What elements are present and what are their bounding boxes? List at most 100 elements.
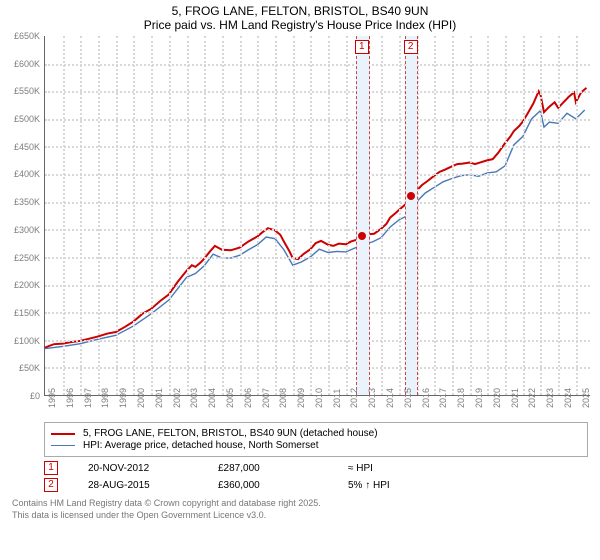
x-tick-label: 2005 — [225, 388, 235, 408]
grid-line-v — [399, 36, 401, 395]
x-tick-label: 2017 — [438, 388, 448, 408]
x-tick-label: 2008 — [278, 388, 288, 408]
sales-table: 120-NOV-2012£287,000≈ HPI228-AUG-2015£36… — [44, 461, 588, 492]
x-tick-label: 1998 — [100, 388, 110, 408]
sale-row: 120-NOV-2012£287,000≈ HPI — [44, 461, 588, 475]
grid-line-h — [45, 91, 590, 93]
sale-delta: ≈ HPI — [348, 463, 448, 474]
y-tick-label: £150K — [14, 308, 40, 318]
x-axis: 1995199619971998199920002001200220032004… — [44, 396, 590, 416]
footer-line-1: Contains HM Land Registry data © Crown c… — [12, 498, 588, 510]
sale-marker-band — [356, 36, 370, 395]
grid-line-h — [45, 119, 590, 121]
x-tick-label: 2023 — [545, 388, 555, 408]
sale-row: 228-AUG-2015£360,0005% ↑ HPI — [44, 478, 588, 492]
y-tick-label: £650K — [14, 31, 40, 41]
y-tick-label: £0 — [30, 391, 40, 401]
grid-line-h — [45, 312, 590, 314]
grid-line-v — [257, 36, 259, 395]
grid-line-v — [505, 36, 507, 395]
grid-line-v — [523, 36, 525, 395]
sale-row-tag: 1 — [44, 461, 58, 475]
grid-line-h — [45, 174, 590, 176]
grid-line-v — [187, 36, 189, 395]
x-tick-label: 2021 — [510, 388, 520, 408]
page-title-address: 5, FROG LANE, FELTON, BRISTOL, BS40 9UN — [4, 4, 596, 18]
y-tick-label: £250K — [14, 253, 40, 263]
x-tick-label: 1996 — [65, 388, 75, 408]
sale-marker-tag: 1 — [355, 40, 369, 54]
grid-line-v — [116, 36, 118, 395]
grid-line-v — [222, 36, 224, 395]
grid-line-v — [240, 36, 242, 395]
legend-row: HPI: Average price, detached house, Nort… — [51, 440, 581, 451]
y-tick-label: £550K — [14, 86, 40, 96]
grid-line-v — [487, 36, 489, 395]
grid-line-v — [204, 36, 206, 395]
grid-line-v — [558, 36, 560, 395]
grid-line-v — [275, 36, 277, 395]
y-tick-label: £600K — [14, 59, 40, 69]
x-tick-label: 2000 — [136, 388, 146, 408]
grid-line-h — [45, 340, 590, 342]
y-tick-label: £200K — [14, 280, 40, 290]
grid-line-v — [151, 36, 153, 395]
grid-line-v — [310, 36, 312, 395]
grid-line-v — [470, 36, 472, 395]
x-tick-label: 2015 — [403, 388, 413, 408]
grid-line-v — [328, 36, 330, 395]
grid-line-v — [381, 36, 383, 395]
grid-line-v — [576, 36, 578, 395]
x-tick-label: 2020 — [492, 388, 502, 408]
grid-line-v — [169, 36, 171, 395]
sale-price: £360,000 — [218, 480, 318, 491]
y-tick-label: £500K — [14, 114, 40, 124]
legend-row: 5, FROG LANE, FELTON, BRISTOL, BS40 9UN … — [51, 428, 581, 439]
footer-attribution: Contains HM Land Registry data © Crown c… — [12, 498, 588, 521]
grid-line-v — [63, 36, 65, 395]
grid-line-v — [293, 36, 295, 395]
x-tick-label: 2024 — [563, 388, 573, 408]
grid-line-h — [45, 229, 590, 231]
y-tick-label: £50K — [19, 363, 40, 373]
sale-delta: 5% ↑ HPI — [348, 480, 448, 491]
y-tick-label: £450K — [14, 142, 40, 152]
x-tick-label: 1997 — [83, 388, 93, 408]
x-tick-label: 2002 — [172, 388, 182, 408]
page-title-sub: Price paid vs. HM Land Registry's House … — [4, 18, 596, 32]
legend: 5, FROG LANE, FELTON, BRISTOL, BS40 9UN … — [44, 422, 588, 457]
y-tick-label: £400K — [14, 169, 40, 179]
grid-line-v — [98, 36, 100, 395]
sale-marker-band — [405, 36, 418, 395]
grid-line-h — [45, 257, 590, 259]
y-axis: £0£50K£100K£150K£200K£250K£300K£350K£400… — [4, 36, 42, 396]
sale-marker-tag: 2 — [404, 40, 418, 54]
grid-line-v — [434, 36, 436, 395]
grid-line-h — [45, 285, 590, 287]
x-tick-label: 2003 — [189, 388, 199, 408]
grid-line-h — [45, 202, 590, 204]
x-tick-label: 2025 — [581, 388, 591, 408]
x-tick-label: 2014 — [385, 388, 395, 408]
price-chart: £0£50K£100K£150K£200K£250K£300K£350K£400… — [4, 36, 596, 416]
grid-line-h — [45, 367, 590, 369]
sale-date: 20-NOV-2012 — [88, 463, 188, 474]
x-tick-label: 1995 — [47, 388, 57, 408]
grid-line-v — [452, 36, 454, 395]
x-tick-label: 2007 — [261, 388, 271, 408]
x-tick-label: 2016 — [421, 388, 431, 408]
footer-line-2: This data is licensed under the Open Gov… — [12, 510, 588, 522]
x-tick-label: 2013 — [367, 388, 377, 408]
y-tick-label: £350K — [14, 197, 40, 207]
legend-label: HPI: Average price, detached house, Nort… — [83, 440, 319, 451]
sale-point — [358, 232, 366, 240]
y-tick-label: £300K — [14, 225, 40, 235]
sale-date: 28-AUG-2015 — [88, 480, 188, 491]
x-tick-label: 2022 — [527, 388, 537, 408]
grid-line-v — [346, 36, 348, 395]
plot-area: 12 — [44, 36, 590, 396]
sale-point — [407, 192, 415, 200]
legend-label: 5, FROG LANE, FELTON, BRISTOL, BS40 9UN … — [83, 428, 378, 439]
x-tick-label: 2019 — [474, 388, 484, 408]
x-tick-label: 2001 — [154, 388, 164, 408]
